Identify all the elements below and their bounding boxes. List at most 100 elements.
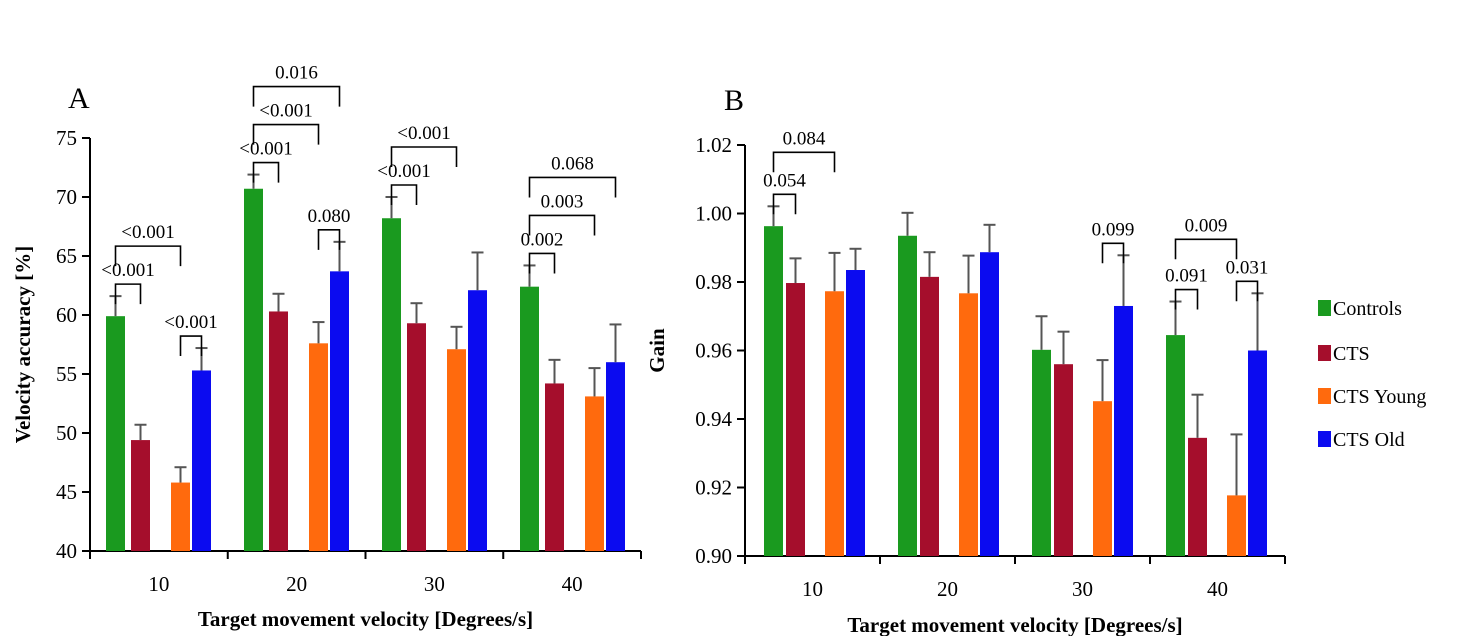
bar-cts — [407, 323, 426, 551]
y-tick-label: 1.00 — [695, 202, 732, 226]
p-value-label: 0.080 — [308, 206, 351, 227]
bar-cts-young — [825, 291, 844, 556]
significance-bracket — [390, 146, 458, 167]
bar-cts — [1054, 364, 1073, 556]
significance-bracket — [114, 245, 182, 267]
y-tick-label: 0.90 — [695, 544, 732, 568]
p-value-label: <0.001 — [259, 101, 312, 122]
legend-label-cts: CTS — [1333, 343, 1370, 365]
y-tick-label: 45 — [56, 480, 77, 504]
significance-bracket — [1174, 238, 1238, 260]
bar-cts — [920, 276, 939, 556]
bar-cts-old — [1248, 350, 1267, 556]
bar-cts — [1188, 437, 1207, 556]
p-value-label: 0.031 — [1226, 257, 1269, 278]
significance-bracket — [772, 193, 797, 215]
y-axis-title: Velocity accuracy [%] — [11, 246, 35, 444]
p-value-label: 0.054 — [763, 170, 806, 191]
x-tick-label: 30 — [1072, 577, 1093, 601]
significance-bracket — [179, 335, 203, 357]
y-tick-label: 0.96 — [695, 339, 732, 363]
bar-cts-old — [192, 370, 211, 551]
bar-controls — [244, 188, 263, 552]
bar-controls — [1166, 335, 1185, 556]
bar-controls — [898, 235, 917, 556]
p-value-label: 0.099 — [1092, 219, 1135, 240]
bar-cts — [786, 283, 805, 556]
p-value-label: 0.016 — [275, 63, 318, 84]
significance-bracket — [772, 151, 836, 173]
p-value-label: 0.009 — [1185, 215, 1228, 236]
significance-bracket — [252, 85, 341, 107]
significance-bracket — [528, 214, 596, 236]
legend: Controls CTS CTS Young CTS Old — [1318, 298, 1426, 451]
significance-bracket — [1174, 288, 1199, 310]
legend-item-cts: CTS — [1318, 343, 1370, 365]
y-tick-label: 0.94 — [695, 407, 732, 431]
y-tick-label: 70 — [56, 185, 77, 209]
legend-swatch-cts-old — [1318, 431, 1331, 447]
x-tick-label: 30 — [424, 572, 445, 596]
bar-cts-young — [171, 482, 190, 551]
bar-controls — [382, 218, 401, 552]
bar-cts — [269, 311, 288, 551]
legend-label-cts-young: CTS Young — [1333, 386, 1426, 408]
p-value-label: 0.068 — [551, 153, 594, 174]
bar-cts-young — [309, 343, 328, 551]
significance-bracket — [252, 123, 320, 145]
y-tick-label: 0.98 — [695, 270, 732, 294]
bar-cts-old — [330, 271, 349, 551]
legend-item-cts-old: CTS Old — [1318, 429, 1405, 451]
x-axis-title: Target movement velocity [Degrees/s] — [198, 607, 533, 631]
bar-cts-old — [468, 290, 487, 551]
p-value-label: <0.001 — [377, 161, 430, 182]
p-value-label: <0.001 — [239, 139, 292, 160]
p-value-label: 0.003 — [541, 191, 584, 212]
p-value-label: <0.001 — [101, 260, 154, 281]
bar-cts-old — [1114, 305, 1133, 556]
p-value-label: <0.001 — [121, 222, 174, 243]
y-tick-label: 0.92 — [695, 476, 732, 500]
bar-cts — [545, 383, 564, 551]
y-tick-label: 60 — [56, 303, 77, 327]
bar-controls — [520, 286, 539, 551]
panel-label: B — [724, 84, 744, 117]
panel-b: B 0.90 0.92 0.94 0.96 0.98 1.00 1.02 10 20 30 40 Tar… — [645, 84, 1286, 636]
legend-label-controls: Controls — [1333, 298, 1402, 320]
legend-label-cts-old: CTS Old — [1333, 429, 1405, 451]
significance-bracket — [528, 252, 556, 274]
p-value-label: 0.091 — [1165, 266, 1208, 287]
x-tick-label: 40 — [1207, 577, 1228, 601]
legend-item-controls: Controls — [1318, 298, 1402, 320]
bar-controls — [1032, 349, 1051, 556]
legend-swatch-cts — [1318, 345, 1331, 361]
significance-bracket — [252, 161, 280, 183]
bar-cts-young — [585, 396, 604, 551]
y-axis-title: Gain — [645, 328, 669, 373]
bar-controls — [106, 316, 125, 551]
x-axis-title: Target movement velocity [Degrees/s] — [847, 613, 1182, 636]
bar-cts-young — [447, 349, 466, 551]
significance-bracket — [528, 176, 617, 198]
panel-a: A 40 45 50 55 60 65 70 75 10 20 30 40 Target movement… — [11, 63, 642, 631]
p-value-label: 0.002 — [521, 229, 564, 250]
bar-cts-young — [959, 293, 978, 556]
legend-swatch-controls — [1318, 300, 1331, 316]
bar-cts-young — [1227, 495, 1246, 556]
bar-controls — [764, 226, 783, 557]
y-tick-label: 1.02 — [695, 133, 732, 157]
x-tick-label: 40 — [562, 572, 583, 596]
p-value-label: <0.001 — [164, 312, 217, 333]
y-tick-label: 50 — [56, 421, 77, 445]
y-tick-label: 40 — [56, 539, 77, 563]
x-tick-label: 20 — [286, 572, 307, 596]
legend-item-cts-young: CTS Young — [1318, 386, 1426, 408]
significance-bracket — [390, 184, 418, 205]
legend-swatch-cts-young — [1318, 388, 1331, 404]
x-tick-label: 20 — [937, 577, 958, 601]
bar-cts-old — [846, 270, 865, 556]
y-tick-label: 75 — [56, 126, 77, 150]
significance-bracket — [1235, 280, 1259, 302]
x-tick-label: 10 — [802, 577, 823, 601]
